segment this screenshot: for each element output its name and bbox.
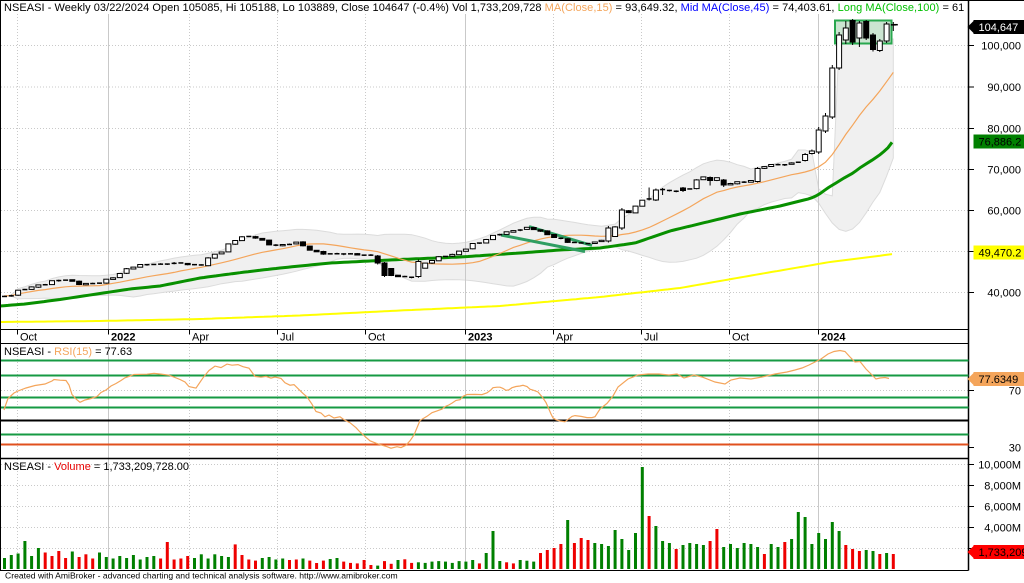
svg-text:40,000: 40,000 bbox=[987, 288, 1021, 300]
svg-text:104,647: 104,647 bbox=[979, 22, 1019, 34]
svg-text:70,000: 70,000 bbox=[987, 165, 1021, 177]
svg-text:Oct: Oct bbox=[20, 332, 37, 344]
svg-text:Apr: Apr bbox=[192, 332, 209, 344]
svg-text:10,000M: 10,000M bbox=[978, 460, 1021, 472]
svg-text:70: 70 bbox=[1009, 386, 1021, 398]
svg-text:2024: 2024 bbox=[821, 332, 846, 344]
svg-text:Jul: Jul bbox=[280, 332, 294, 344]
svg-text:4,000M: 4,000M bbox=[984, 523, 1021, 535]
svg-text:80,000: 80,000 bbox=[987, 124, 1021, 136]
svg-text:2023: 2023 bbox=[468, 332, 492, 344]
svg-text:Jul: Jul bbox=[644, 332, 658, 344]
svg-text:Apr: Apr bbox=[556, 332, 573, 344]
svg-text:NSEASI - Weekly 03/22/2024 Ope: NSEASI - Weekly 03/22/2024 Open 105085, … bbox=[4, 2, 964, 14]
svg-text:100,000: 100,000 bbox=[981, 41, 1021, 53]
svg-text:Oct: Oct bbox=[732, 332, 749, 344]
svg-text:49,470.2: 49,470.2 bbox=[979, 248, 1022, 260]
svg-text:8,000M: 8,000M bbox=[984, 481, 1021, 493]
svg-text:6,000M: 6,000M bbox=[984, 502, 1021, 514]
svg-text:76,886.2: 76,886.2 bbox=[979, 137, 1022, 149]
svg-text:1,733,209: 1,733,209 bbox=[979, 547, 1024, 559]
svg-text:2022: 2022 bbox=[111, 332, 135, 344]
svg-text:Created with AmiBroker - advan: Created with AmiBroker - advanced charti… bbox=[5, 571, 398, 581]
svg-text:77.6349: 77.6349 bbox=[979, 374, 1019, 386]
svg-text:NSEASI - RSI(15) = 77.63: NSEASI - RSI(15) = 77.63 bbox=[4, 346, 132, 358]
svg-text:90,000: 90,000 bbox=[987, 82, 1021, 94]
svg-text:Oct: Oct bbox=[368, 332, 385, 344]
svg-text:NSEASI - Volume = 1,733,209,72: NSEASI - Volume = 1,733,209,728.00 bbox=[4, 461, 189, 473]
svg-text:60,000: 60,000 bbox=[987, 206, 1021, 218]
svg-text:30: 30 bbox=[1009, 443, 1021, 455]
